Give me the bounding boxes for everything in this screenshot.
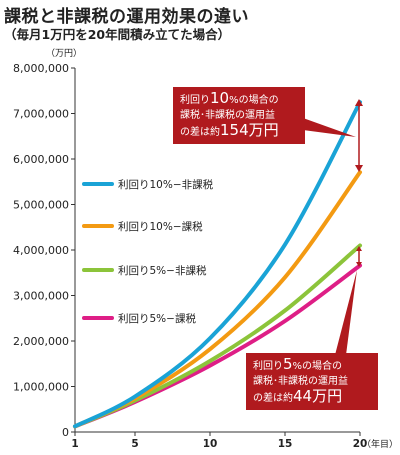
- y-tick-label: 6,000,000: [13, 153, 69, 166]
- x-tick-label: 5: [131, 438, 138, 450]
- chart-title: 課税と非課税の運用効果の違い: [4, 7, 249, 27]
- series-lines: [73, 100, 362, 429]
- callout-5-percent: 利回り5%の場合の 課税･非課税の運用益 の差は約44万円: [246, 353, 378, 410]
- callout-10-percent: 利回り10%の場合の 課税･非課税の運用益 の差は約154万円: [173, 87, 305, 144]
- callout-pointer-10: [303, 118, 356, 137]
- y-tick-label: 3,000,000: [13, 290, 69, 303]
- x-tick-label: 1: [71, 438, 78, 450]
- y-tick-label: 7,000,000: [13, 108, 69, 121]
- x-tick-label: 20: [353, 438, 368, 450]
- y-tick-label: 5,000,000: [13, 199, 69, 212]
- callout-5-line2: 課税･非課税の運用益: [253, 376, 348, 387]
- y-tick-label: 1,000,000: [13, 381, 69, 394]
- chart-subtitle: （毎月1万円を20年間積み立てた場合）: [4, 27, 231, 42]
- diff-arrow-10-head-bottom: [355, 165, 363, 172]
- y-axis-ticks: 0 1,000,000 2,000,000 3,000,000 4,000,000 5,0…: [13, 62, 75, 439]
- callout-10-line1: 利回り10%の場合の: [180, 89, 279, 107]
- legend-label: 利回り5%−非課税: [118, 264, 207, 277]
- x-axis-ticks: 1 5 10 15 20（年目）: [71, 432, 398, 450]
- diff-arrow-5-head-bottom: [356, 262, 362, 267]
- x-tick-label: 10: [203, 438, 218, 450]
- legend-label: 利回り10%−課税: [118, 220, 203, 233]
- legend-label: 利回り10%−非課税: [118, 178, 214, 191]
- callout-5-line3: の差は約44万円: [253, 387, 343, 405]
- x-tick-label: 15: [278, 438, 293, 450]
- series-line-0: [73, 100, 362, 429]
- y-axis-unit-label: （万円）: [46, 49, 83, 59]
- diff-arrow-5-head-top: [356, 246, 362, 251]
- diff-arrow-10-head-top: [355, 99, 363, 106]
- legend-label: 利回り5%−課税: [118, 312, 196, 325]
- callout-5-line1: 利回り5%の場合の: [253, 355, 343, 373]
- y-tick-label: 4,000,000: [13, 244, 69, 257]
- callout-10-line3: の差は約154万円: [180, 121, 279, 139]
- y-tick-label: 2,000,000: [13, 335, 69, 348]
- callout-pointer-5: [335, 270, 357, 355]
- x-axis-unit-label: （年目）: [362, 438, 398, 450]
- difference-arrows: [303, 99, 363, 355]
- y-tick-label: 8,000,000: [13, 62, 69, 75]
- y-tick-label: 0: [62, 426, 69, 439]
- callout-10-line2: 課税･非課税の運用益: [180, 110, 275, 121]
